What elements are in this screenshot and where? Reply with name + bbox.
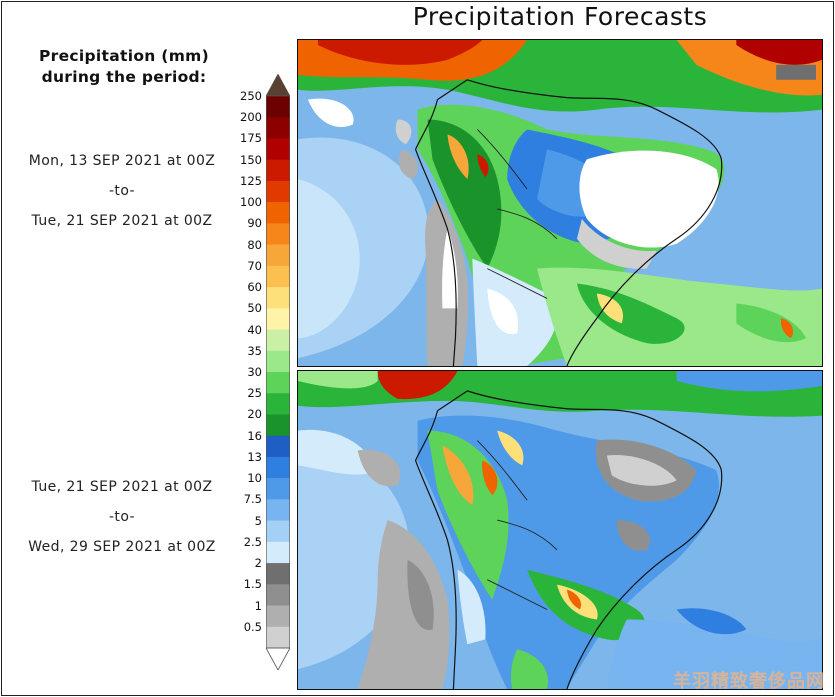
colorbar-tick-label: 7.5 — [243, 492, 262, 507]
colorbar-tick-label: 2.5 — [243, 534, 262, 549]
colorbar-swatch — [266, 159, 290, 182]
colorbar-swatch — [266, 96, 290, 118]
colorbar-tick-label: 1.5 — [243, 577, 262, 592]
colorbar-tick-label: 1 — [254, 598, 262, 613]
forecast-map-period-1 — [297, 39, 823, 367]
period-1-separator: -to- — [108, 183, 136, 199]
period-2-end: Wed, 29 SEP 2021 at 00Z — [28, 539, 216, 555]
colorbar-tick-label: 100 — [240, 195, 262, 210]
colorbar-tick-label: 20 — [247, 407, 262, 422]
colorbar-swatch — [266, 414, 290, 436]
colorbar-min-arrow — [266, 647, 290, 670]
colorbar-swatch — [266, 329, 290, 352]
forecast-map-period-2 — [297, 370, 823, 690]
colorbar-swatch — [266, 456, 290, 479]
legend-title-line2: during the period: — [41, 68, 207, 86]
colorbar-swatch — [266, 584, 290, 606]
colorbar-swatch — [266, 478, 290, 500]
period-2-label: Tue, 21 SEP 2021 at 00Z -to- Wed, 29 SEP… — [0, 472, 244, 562]
colorbar-tick-label: 200 — [240, 110, 262, 125]
colorbar-swatch — [266, 563, 290, 585]
colorbar-tick-label: 40 — [247, 322, 262, 337]
colorbar-swatch — [266, 541, 290, 564]
colorbar-labels: 250 200 175 150 125 100 90 80 70 60 50 40 35 30 25 20 16… — [214, 0, 262, 697]
colorbar-tick-label: 125 — [240, 173, 262, 188]
colorbar-tick-label: 70 — [247, 258, 262, 273]
legend-title: Precipitation (mm) during the period: — [0, 46, 248, 88]
precipitation-colorbar — [266, 74, 290, 670]
colorbar-tick-label: 13 — [247, 449, 262, 464]
colorbar-swatch — [266, 350, 290, 373]
colorbar-tick-label: 175 — [240, 131, 262, 146]
legend-title-line1: Precipitation (mm) — [39, 47, 209, 65]
colorbar-max-arrow — [266, 74, 290, 97]
colorbar-tick-label: 30 — [247, 365, 262, 379]
colorbar-swatch — [266, 435, 290, 458]
period-1-end: Tue, 21 SEP 2021 at 00Z — [31, 213, 213, 229]
colorbar-swatch — [266, 605, 290, 628]
colorbar-tick-label: 35 — [247, 343, 262, 358]
figure-title: Precipitation Forecasts — [412, 2, 708, 31]
colorbar-tick-label: 10 — [247, 471, 262, 486]
colorbar-swatch — [266, 626, 290, 649]
colorbar-tick-label: 80 — [247, 237, 262, 252]
colorbar-tick-label: 60 — [247, 280, 262, 295]
colorbar-swatch — [266, 244, 290, 267]
colorbar-swatch — [266, 520, 290, 543]
colorbar-tick-label: 250 — [240, 89, 262, 103]
period-1-label: Mon, 13 SEP 2021 at 00Z -to- Tue, 21 SEP… — [0, 146, 244, 236]
colorbar-swatch — [266, 393, 290, 415]
colorbar-swatch — [266, 138, 290, 160]
period-1-start: Mon, 13 SEP 2021 at 00Z — [28, 153, 216, 169]
colorbar-swatch — [266, 223, 290, 245]
colorbar-tick-label: 2 — [254, 556, 262, 571]
colorbar-tick-label: 90 — [247, 216, 262, 231]
watermark: 羊羽精致奢侈品网 — [673, 671, 825, 692]
colorbar-swatch — [266, 287, 290, 309]
period-2-separator: -to- — [108, 509, 136, 525]
colorbar-tick-label: 50 — [247, 301, 262, 316]
colorbar-tick-label: 5 — [254, 513, 262, 528]
colorbar-swatch — [266, 180, 290, 203]
colorbar-tick-label: 16 — [247, 428, 262, 443]
colorbar-swatch — [266, 202, 290, 224]
colorbar-swatch — [266, 308, 290, 330]
colorbar-swatch — [266, 372, 290, 394]
colorbar-swatch — [266, 499, 290, 521]
colorbar-swatch — [266, 117, 290, 139]
colorbar-tick-label: 0.5 — [243, 619, 262, 634]
period-2-start: Tue, 21 SEP 2021 at 00Z — [31, 479, 213, 495]
colorbar-swatch — [266, 265, 290, 288]
colorbar-tick-label: 25 — [247, 386, 262, 401]
colorbar-tick-label: 150 — [240, 152, 262, 167]
